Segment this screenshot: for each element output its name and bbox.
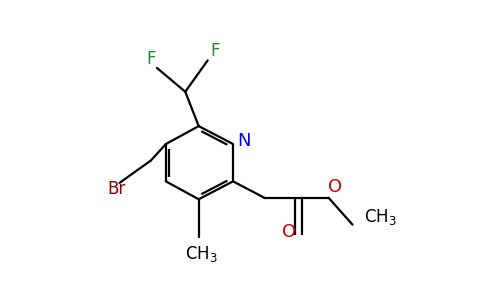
Text: F: F <box>147 50 156 68</box>
Text: F: F <box>211 43 220 61</box>
Text: CH$_3$: CH$_3$ <box>364 207 397 227</box>
Text: O: O <box>282 223 296 241</box>
Text: O: O <box>328 178 342 196</box>
Text: CH$_3$: CH$_3$ <box>185 244 218 264</box>
Text: Br: Br <box>107 180 126 198</box>
Text: N: N <box>238 132 251 150</box>
